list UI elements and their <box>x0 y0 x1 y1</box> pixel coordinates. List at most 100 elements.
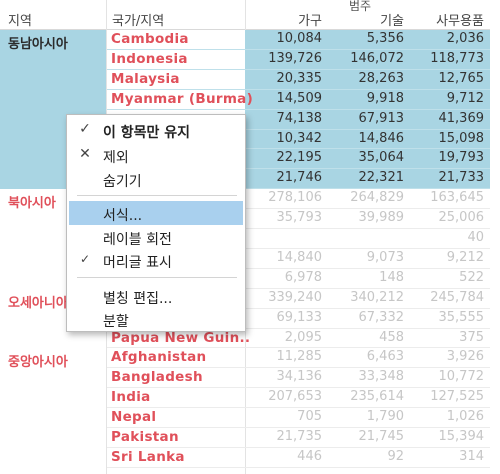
country-column-header[interactable]: 국가/지역 <box>112 14 165 29</box>
country-cell[interactable]: Papua New Guin.. <box>111 330 251 346</box>
value-cell: 522 <box>459 270 484 285</box>
row-divider <box>107 89 490 90</box>
country-cell[interactable]: Myanmar (Burma) <box>111 91 254 107</box>
table-row[interactable]: Bangladesh 34,136 33,348 10,772 <box>107 368 490 387</box>
table-row[interactable]: 69,133 67,332 35,555 <box>107 309 490 328</box>
table-row[interactable]: 74,138 67,913 41,369 <box>107 110 490 129</box>
table-row[interactable]: Indonesia 139,726 146,072 118,773 <box>107 50 490 69</box>
menu-item-rotate-label[interactable]: 레이블 회전 <box>69 225 243 249</box>
menu-item-keep-only[interactable]: ✓ 이 항목만 유지 <box>69 118 243 142</box>
row-divider <box>107 168 490 169</box>
table-row[interactable]: Myanmar (Burma) 14,509 9,918 9,712 <box>107 90 490 109</box>
menu-item-hide[interactable]: 숨기기 <box>69 167 243 191</box>
row-divider <box>107 208 490 209</box>
menu-item-format[interactable]: 서식... <box>69 201 243 225</box>
value-cell: 10,342 <box>276 131 323 146</box>
value-cell: 21,746 <box>276 170 323 185</box>
value-cell: 22,195 <box>276 150 323 165</box>
value-cell: 1,790 <box>366 409 404 424</box>
value-cell: 67,913 <box>358 111 405 126</box>
table-row[interactable]: Malaysia 20,335 28,263 12,765 <box>107 70 490 89</box>
row-divider <box>107 347 490 348</box>
country-cell[interactable]: Nepal <box>111 409 157 425</box>
row-divider <box>107 467 490 468</box>
country-cell[interactable]: Indonesia <box>111 51 188 67</box>
menu-item-label: 별칭 편집... <box>103 291 173 307</box>
value-cell: 35,793 <box>276 210 323 225</box>
region-southeast-asia[interactable]: 동남아시아 <box>8 37 68 52</box>
value-cell: 1,026 <box>446 409 484 424</box>
menu-item-show-header[interactable]: ✓ 머리글 표시 <box>69 248 243 272</box>
menu-item-edit-alias[interactable]: 별칭 편집... <box>69 284 243 308</box>
value-cell: 11,285 <box>276 349 323 364</box>
menu-item-split[interactable]: 분할 <box>69 307 243 331</box>
office-supplies-column-header[interactable]: 사무용품 <box>436 14 484 29</box>
region-oceania[interactable]: 오세아니아 <box>8 296 68 311</box>
value-cell: 41,369 <box>438 111 485 126</box>
value-cell: 278,106 <box>268 190 322 205</box>
row-divider <box>107 367 490 368</box>
value-cell: 92 <box>387 449 404 464</box>
value-cell: 19,793 <box>438 150 485 165</box>
menu-separator <box>77 195 237 196</box>
value-cell: 6,978 <box>284 270 322 285</box>
country-cell[interactable]: Pakistan <box>111 429 179 445</box>
value-cell: 2,036 <box>446 31 484 46</box>
menu-item-label: 서식... <box>103 208 143 224</box>
furniture-column-header[interactable]: 가구 <box>298 14 322 29</box>
value-cell: 40 <box>467 230 484 245</box>
value-cell: 14,840 <box>276 250 323 265</box>
country-cell[interactable]: Sri Lanka <box>111 449 185 465</box>
value-cell: 15,394 <box>438 429 485 444</box>
menu-item-exclude[interactable]: ✕ 제외 <box>69 143 243 167</box>
value-cell: 163,645 <box>430 190 484 205</box>
region-column-header[interactable]: 지역 <box>8 14 32 29</box>
table-row[interactable]: 278,106 264,829 163,645 <box>107 189 490 208</box>
table-row[interactable]: 35,793 39,989 25,006 <box>107 209 490 228</box>
table-row[interactable]: Cambodia 10,084 5,356 2,036 <box>107 30 490 49</box>
value-cell: 446 <box>297 449 322 464</box>
table-row[interactable]: Afghanistan 11,285 6,463 3,926 <box>107 348 490 367</box>
row-divider <box>107 268 490 269</box>
menu-item-label: 머리글 표시 <box>103 255 172 271</box>
value-cell: 5,356 <box>366 31 404 46</box>
table-row[interactable]: Papua New Guin.. 2,095 458 375 <box>107 329 490 348</box>
value-cell: 67,332 <box>358 310 405 325</box>
table-row[interactable]: 22,195 35,064 19,793 <box>107 149 490 168</box>
value-cell: 9,918 <box>366 91 404 106</box>
region-central-asia[interactable]: 중앙아시아 <box>8 355 68 370</box>
table-row[interactable]: India 207,653 235,614 127,525 <box>107 388 490 407</box>
value-cell: 375 <box>459 330 484 345</box>
value-cell: 264,829 <box>350 190 404 205</box>
value-cell: 118,773 <box>430 51 484 66</box>
table-row[interactable]: 6,978 148 522 <box>107 269 490 288</box>
table-row[interactable]: 40 <box>107 229 490 248</box>
value-cell: 235,614 <box>350 389 404 404</box>
table-row[interactable]: 10,342 14,846 15,098 <box>107 130 490 149</box>
value-cell: 2,095 <box>284 330 322 345</box>
value-cell: 21,735 <box>276 429 323 444</box>
region-north-asia[interactable]: 북아시아 <box>8 196 56 211</box>
value-cell: 12,765 <box>438 71 485 86</box>
table-row[interactable]: 14,840 9,073 9,212 <box>107 249 490 268</box>
technology-column-header[interactable]: 기술 <box>380 14 404 29</box>
row-divider <box>107 129 490 130</box>
value-cell: 14,509 <box>276 91 323 106</box>
table-row[interactable]: Pakistan 21,735 21,745 15,394 <box>107 428 490 447</box>
row-divider <box>107 228 490 229</box>
value-cell: 705 <box>297 409 322 424</box>
country-cell[interactable]: Cambodia <box>111 31 189 47</box>
row-divider <box>107 328 490 329</box>
table-row[interactable]: 339,240 340,212 245,784 <box>107 289 490 308</box>
value-cell: 207,653 <box>268 389 322 404</box>
country-cell[interactable]: India <box>111 389 151 405</box>
table-row[interactable]: Nepal 705 1,790 1,026 <box>107 408 490 427</box>
country-cell[interactable]: Malaysia <box>111 71 180 87</box>
row-divider <box>107 188 490 189</box>
table-row[interactable]: 21,746 22,321 21,733 <box>107 169 490 188</box>
table-row[interactable]: Sri Lanka 446 92 314 <box>107 448 490 467</box>
value-cell: 69,133 <box>276 310 323 325</box>
country-cell[interactable]: Afghanistan <box>111 349 207 365</box>
country-cell[interactable]: Bangladesh <box>111 369 203 385</box>
value-cell: 3,926 <box>446 349 484 364</box>
